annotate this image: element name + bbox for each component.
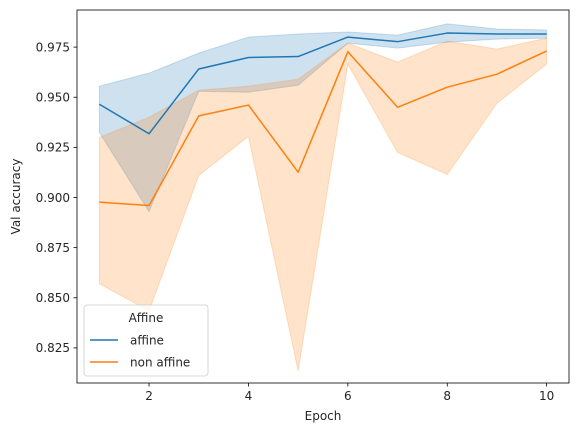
legend-title: Affine: [129, 311, 164, 325]
legend-box: [83, 304, 209, 377]
y-tick-label: 0.850: [36, 291, 70, 305]
plot-frame: [76, 9, 570, 384]
y-tick-label: 0.825: [36, 341, 70, 355]
y-tick-label: 0.950: [36, 91, 70, 105]
x-axis-ticks: 2 4 6 8 10: [145, 383, 554, 403]
x-tick-label: 6: [344, 389, 352, 403]
legend-items: affine non affine: [90, 333, 190, 369]
line-non-affine: [99, 50, 547, 207]
line-affine: [98, 32, 547, 135]
y-tick-label: 0.975: [36, 40, 70, 54]
series-lines: [98, 32, 547, 207]
x-tick-label: 2: [145, 389, 153, 403]
x-tick-label: 8: [443, 389, 451, 403]
x-tick-label: 10: [539, 389, 554, 403]
legend-entry-affine: affine: [130, 333, 164, 347]
legend-entry-non-affine: non affine: [130, 355, 190, 369]
legend: Affine affine non affine: [83, 304, 209, 377]
y-tick-label: 0.900: [36, 191, 70, 205]
band-affine: [98, 23, 548, 213]
y-axis-ticks: 0.825 0.850 0.875 0.900 0.925 0.950 0.975: [36, 40, 77, 355]
confidence-bands: [98, 23, 548, 372]
y-tick-label: 0.875: [36, 241, 70, 255]
y-tick-label: 0.925: [36, 141, 70, 155]
y-axis-label: Val accuracy: [9, 159, 23, 235]
x-tick-label: 4: [245, 389, 253, 403]
band-non-affine: [98, 37, 548, 372]
x-axis-label: Epoch: [305, 409, 342, 423]
